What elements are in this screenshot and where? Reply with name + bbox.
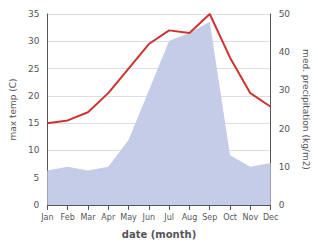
svg-text:med. precipitation (kg/m2): med. precipitation (kg/m2) — [301, 49, 311, 170]
svg-text:May: May — [120, 213, 137, 222]
svg-text:50: 50 — [279, 9, 291, 19]
svg-text:Dec: Dec — [263, 213, 278, 222]
svg-text:20: 20 — [28, 91, 40, 101]
svg-text:25: 25 — [28, 64, 39, 74]
svg-text:Jun: Jun — [142, 213, 156, 222]
svg-text:10: 10 — [28, 145, 40, 155]
svg-text:Oct: Oct — [223, 213, 237, 222]
svg-text:max temp (C): max temp (C) — [8, 78, 18, 140]
svg-text:Apr: Apr — [101, 213, 116, 222]
svg-text:Sep: Sep — [202, 213, 217, 222]
svg-text:10: 10 — [279, 162, 291, 172]
svg-text:Nov: Nov — [243, 213, 259, 222]
svg-text:0: 0 — [34, 200, 40, 210]
svg-text:Feb: Feb — [61, 213, 75, 222]
svg-text:Mar: Mar — [80, 213, 96, 222]
svg-text:40: 40 — [279, 47, 291, 57]
svg-text:30: 30 — [28, 36, 40, 46]
svg-text:Aug: Aug — [182, 213, 198, 222]
svg-text:date (month): date (month) — [122, 229, 196, 240]
svg-text:30: 30 — [279, 85, 291, 95]
svg-text:Jul: Jul — [163, 213, 174, 222]
svg-text:0: 0 — [279, 200, 285, 210]
svg-text:5: 5 — [34, 173, 40, 183]
svg-text:20: 20 — [279, 124, 291, 134]
svg-text:15: 15 — [28, 118, 39, 128]
svg-text:35: 35 — [28, 9, 39, 19]
svg-text:Jan: Jan — [40, 213, 53, 222]
